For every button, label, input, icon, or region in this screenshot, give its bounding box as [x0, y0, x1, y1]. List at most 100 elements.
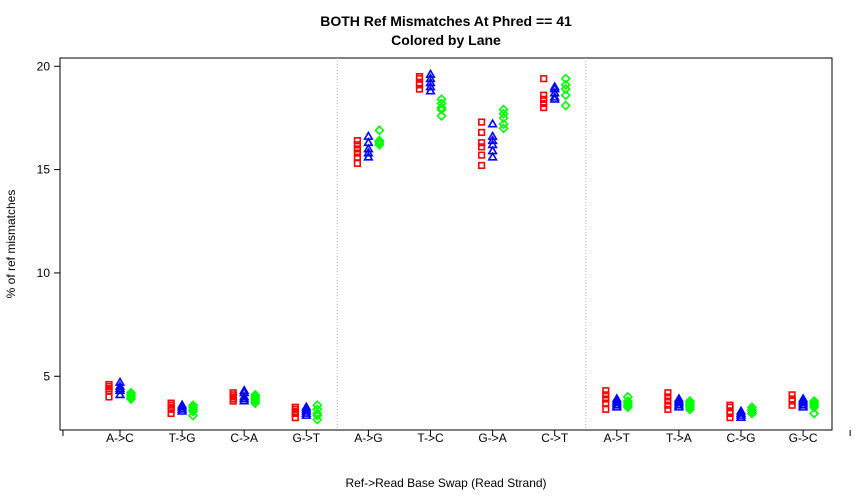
- group-separators: [336, 58, 587, 430]
- triangle-point: [797, 395, 809, 405]
- triangle-point: [239, 395, 250, 405]
- triangle-point: [114, 380, 126, 391]
- triangle-point: [673, 393, 685, 403]
- diamond-point: [498, 112, 509, 124]
- triangle-point: [735, 409, 747, 419]
- square-point: [540, 75, 548, 83]
- diamond-point: [312, 408, 323, 419]
- diamond-point: [808, 395, 820, 407]
- triangle-point: [425, 73, 436, 83]
- triangle-point: [797, 393, 809, 403]
- diamond-point: [312, 400, 323, 411]
- x-tick-label: C->T: [541, 431, 569, 445]
- square-point: [353, 145, 362, 153]
- square-point: [353, 137, 362, 145]
- triangle-point: [735, 407, 747, 417]
- triangle-point: [114, 383, 126, 393]
- triangle-point: [363, 137, 374, 147]
- square-point: [105, 393, 113, 401]
- square-point: [477, 118, 486, 126]
- plot-frame: [59, 57, 833, 431]
- triangle-point: [176, 405, 188, 415]
- triangle-point: [673, 401, 685, 411]
- triangle-point: [363, 130, 374, 140]
- diamond-point: [436, 110, 447, 121]
- y-tick-label: 20: [37, 59, 51, 73]
- diamond-point: [436, 94, 447, 105]
- square-point: [167, 399, 175, 407]
- triangle-point: [363, 143, 374, 153]
- triangle-point: [487, 145, 498, 155]
- triangle-point: [735, 405, 747, 415]
- triangle-point: [673, 395, 685, 405]
- triangle-point: [176, 401, 188, 411]
- triangle-point: [549, 91, 560, 101]
- square-point: [291, 403, 299, 411]
- diamond-point: [746, 402, 758, 413]
- triangle-point: [425, 81, 436, 91]
- triangle-point: [301, 401, 312, 411]
- y-tick-label: 15: [37, 163, 51, 177]
- square-point: [229, 389, 237, 397]
- square-point: [477, 128, 486, 137]
- square-point: [353, 141, 362, 149]
- triangle-point: [549, 83, 560, 93]
- diamond-point: [187, 410, 199, 421]
- square-point: [664, 405, 672, 413]
- triangle-point: [363, 151, 374, 161]
- square-point: [477, 139, 486, 147]
- square-point: [540, 91, 548, 99]
- x-tick-label: C->A: [230, 431, 258, 445]
- triangle-point: [425, 85, 436, 95]
- square-point: [415, 73, 424, 81]
- square-point: [602, 395, 610, 403]
- triangle-point: [549, 87, 560, 97]
- x-tick-label: A->G: [354, 431, 382, 445]
- triangle-point: [301, 407, 312, 417]
- square-point: [353, 159, 362, 168]
- diamond-point: [312, 414, 323, 425]
- diamond-point: [498, 123, 509, 134]
- triangle-point: [487, 130, 498, 140]
- triangle-point: [114, 389, 126, 399]
- triangle-point: [176, 399, 188, 409]
- x-tick-label: A->T: [604, 431, 631, 445]
- triangle-point: [239, 387, 250, 397]
- x-tick-label: T->A: [666, 431, 692, 445]
- diamond-point: [436, 98, 447, 109]
- y-tick-label: 10: [37, 266, 51, 280]
- triangle-point: [797, 399, 809, 409]
- diamond-point: [498, 108, 509, 119]
- chart-subtitle: Colored by Lane: [391, 32, 501, 48]
- square-point: [540, 99, 548, 108]
- square-point: [602, 399, 610, 407]
- triangle-point: [673, 397, 685, 407]
- triangle-point: [114, 385, 126, 395]
- y-axis: 5 10 15 20: [37, 59, 60, 383]
- square-point: [477, 151, 486, 159]
- triangle-point: [363, 147, 374, 157]
- diamond-point: [498, 119, 509, 130]
- triangle-point: [611, 393, 622, 403]
- diamond-point: [560, 73, 571, 84]
- square-point: [602, 405, 610, 413]
- square-point: [664, 401, 672, 409]
- data-points: [105, 68, 820, 425]
- square-point: [105, 380, 113, 389]
- square-point: [540, 95, 548, 103]
- x-tick-label: A->C: [106, 431, 134, 445]
- y-tick-label: 5: [43, 369, 50, 383]
- x-tick-label: G->A: [478, 431, 506, 445]
- triangle-point: [487, 118, 498, 128]
- triangle-point: [239, 391, 250, 401]
- diamond-point: [560, 83, 571, 95]
- triangle-point: [425, 77, 436, 87]
- x-tick-label: G->C: [789, 431, 818, 445]
- triangle-point: [673, 399, 685, 409]
- triangle-point: [611, 397, 622, 407]
- square-point: [353, 153, 362, 161]
- triangle-point: [487, 151, 498, 161]
- diamond-point: [560, 79, 571, 90]
- triangle-point: [301, 409, 312, 419]
